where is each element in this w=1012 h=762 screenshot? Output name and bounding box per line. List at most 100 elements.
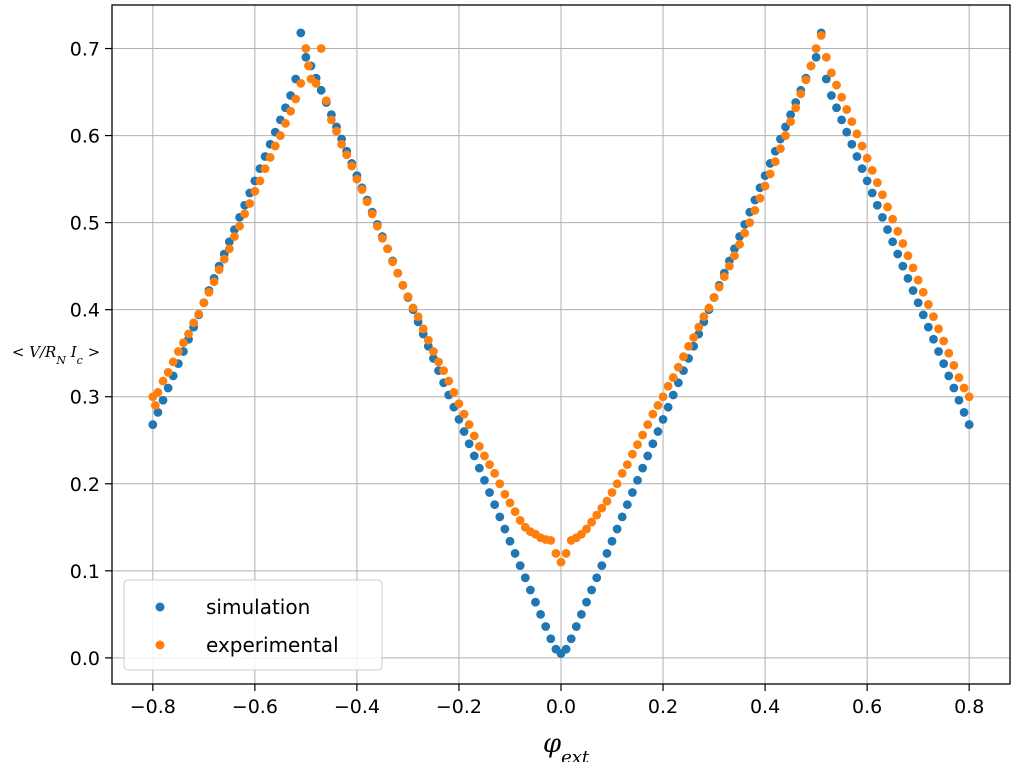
simulation-point (821, 74, 831, 84)
experimental-point (240, 209, 250, 219)
experimental-point (602, 496, 612, 506)
simulation-point (531, 597, 540, 607)
experimental-point (612, 479, 622, 489)
experimental-point (663, 381, 673, 391)
experimental-point (179, 338, 188, 348)
experimental-point (878, 190, 887, 200)
experimental-point (709, 293, 719, 302)
y-tick-label: 0.6 (70, 126, 100, 148)
experimental-point (628, 449, 637, 459)
experimental-point (245, 199, 255, 208)
experimental-point (459, 409, 469, 419)
experimental-point (658, 392, 668, 402)
experimental-point (638, 430, 648, 440)
experimental-point (418, 324, 428, 334)
x-tick-label: 0.4 (750, 696, 780, 718)
experimental-point (224, 244, 234, 254)
series-experimental (148, 31, 974, 567)
simulation-point (918, 310, 928, 320)
experimental-point (755, 193, 765, 203)
simulation-point (571, 622, 581, 631)
experimental-point (281, 118, 290, 128)
x-axis-label: φext (543, 729, 590, 762)
experimental-point (286, 106, 295, 116)
experimental-point (811, 44, 821, 53)
simulation-point (301, 52, 311, 62)
x-axis-ticks: −0.8 −0.6 −0.4 −0.2 0.0 0.2 0.4 0.6 0.8 (130, 684, 984, 718)
experimental-point (388, 257, 398, 267)
experimental-point (199, 298, 209, 308)
experimental-point (515, 515, 525, 525)
simulation-point (903, 273, 913, 283)
simulation-point (490, 500, 500, 510)
y-tick-label: 0.3 (70, 387, 100, 409)
experimental-point (653, 401, 663, 410)
x-tick-label: −0.4 (334, 696, 380, 718)
experimental-point (204, 287, 214, 297)
experimental-point (469, 431, 479, 441)
experimental-point (423, 335, 433, 345)
simulation-point (934, 347, 943, 356)
experimental-point (745, 218, 755, 228)
experimental-point (326, 115, 336, 125)
experimental-point (490, 468, 500, 478)
experimental-point (679, 352, 688, 362)
experimental-point (668, 373, 678, 382)
simulation-point (464, 439, 474, 449)
grid (112, 5, 1010, 684)
simulation-point (811, 52, 821, 62)
experimental-point (944, 348, 954, 358)
experimental-point (316, 44, 326, 53)
experimental-point (439, 366, 449, 376)
experimental-point (832, 80, 841, 90)
experimental-point (209, 277, 219, 287)
legend-marker-simulation (155, 602, 165, 612)
experimental-point (260, 164, 270, 174)
simulation-point (566, 634, 576, 644)
experimental-point (480, 451, 489, 461)
experimental-point (893, 226, 903, 236)
experimental-point (337, 139, 347, 149)
experimental-point (434, 357, 443, 367)
simulation-point (561, 644, 571, 654)
simulation-point (893, 249, 903, 259)
experimental-point (735, 239, 744, 249)
y-axis-ticks: 0.0 0.1 0.2 0.3 0.4 0.5 0.6 0.7 (70, 39, 112, 670)
experimental-point (311, 78, 321, 88)
series-simulation (148, 28, 974, 658)
y-axis-label: < V/RN Ic > (12, 343, 100, 367)
experimental-point (398, 280, 408, 290)
experimental-point (959, 383, 969, 393)
experimental-point (556, 557, 566, 567)
experimental-point (230, 232, 239, 241)
experimental-point (265, 152, 275, 162)
experimental-point (304, 61, 313, 71)
experimental-point (617, 468, 627, 478)
simulation-point (663, 402, 673, 412)
experimental-point (158, 376, 168, 386)
experimental-point (168, 357, 178, 367)
simulation-point (939, 359, 949, 369)
experimental-point (505, 498, 515, 508)
experimental-point (607, 488, 617, 497)
experimental-point (765, 169, 775, 179)
experimental-point (964, 392, 974, 402)
x-tick-label: 0.6 (852, 696, 882, 718)
simulation-point (964, 420, 974, 429)
experimental-point (760, 181, 770, 191)
simulation-point (628, 488, 637, 497)
y-tick-label: 0.1 (70, 561, 100, 583)
simulation-point (617, 512, 627, 522)
experimental-point (694, 322, 704, 332)
simulation-point (536, 609, 545, 619)
simulation-point (653, 427, 663, 436)
x-tick-label: −0.6 (232, 696, 278, 718)
experimental-point (816, 31, 826, 40)
experimental-point (750, 206, 760, 215)
experimental-point (786, 117, 796, 127)
experimental-point (847, 117, 857, 127)
experimental-point (730, 251, 739, 261)
x-tick-label: −0.8 (130, 696, 176, 718)
experimental-point (510, 507, 520, 517)
experimental-point (770, 157, 780, 167)
